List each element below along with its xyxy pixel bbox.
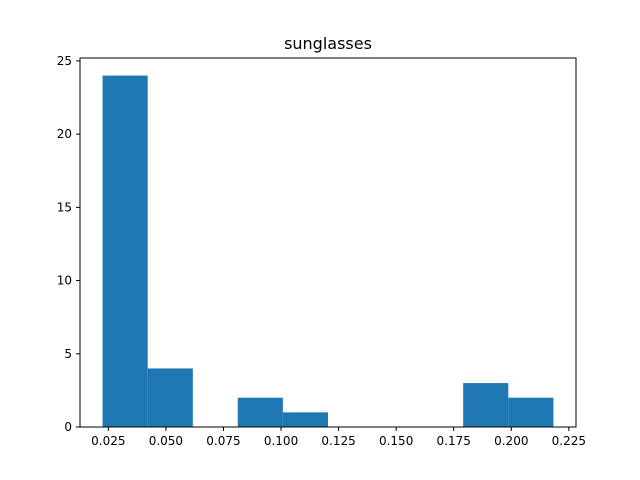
y-axis: 0 5 10 15 20 25 <box>57 54 80 434</box>
x-axis: 0.025 0.050 0.075 0.100 0.125 0.150 0.175 0.200… <box>91 427 586 448</box>
plot-frame <box>79 57 577 428</box>
histogram-bar-8 <box>463 383 509 427</box>
x-tick-label: 0.150 <box>379 434 413 448</box>
y-tick-label: 15 <box>57 200 72 214</box>
histogram-bar-1 <box>147 368 193 427</box>
y-tick-label: 0 <box>64 420 72 434</box>
histogram-bar-3 <box>237 397 283 427</box>
y-tick-label: 10 <box>57 274 72 288</box>
x-tick-label: 0.100 <box>264 434 298 448</box>
y-tick-label: 20 <box>57 127 72 141</box>
y-tick-label: 25 <box>57 54 72 68</box>
chart-title: sunglasses <box>284 34 372 53</box>
x-tick-label: 0.050 <box>149 434 183 448</box>
histogram-bar-4 <box>282 412 328 427</box>
x-tick-label: 0.200 <box>494 434 528 448</box>
histogram-bar-9 <box>508 397 554 427</box>
x-tick-label: 0.075 <box>206 434 240 448</box>
x-tick-label: 0.225 <box>552 434 586 448</box>
x-tick-label: 0.175 <box>437 434 471 448</box>
histogram-bar-0 <box>102 75 148 428</box>
x-tick-label: 0.025 <box>91 434 125 448</box>
x-tick-label: 0.125 <box>321 434 355 448</box>
bars-group <box>102 75 554 428</box>
y-tick-label: 5 <box>64 347 72 361</box>
